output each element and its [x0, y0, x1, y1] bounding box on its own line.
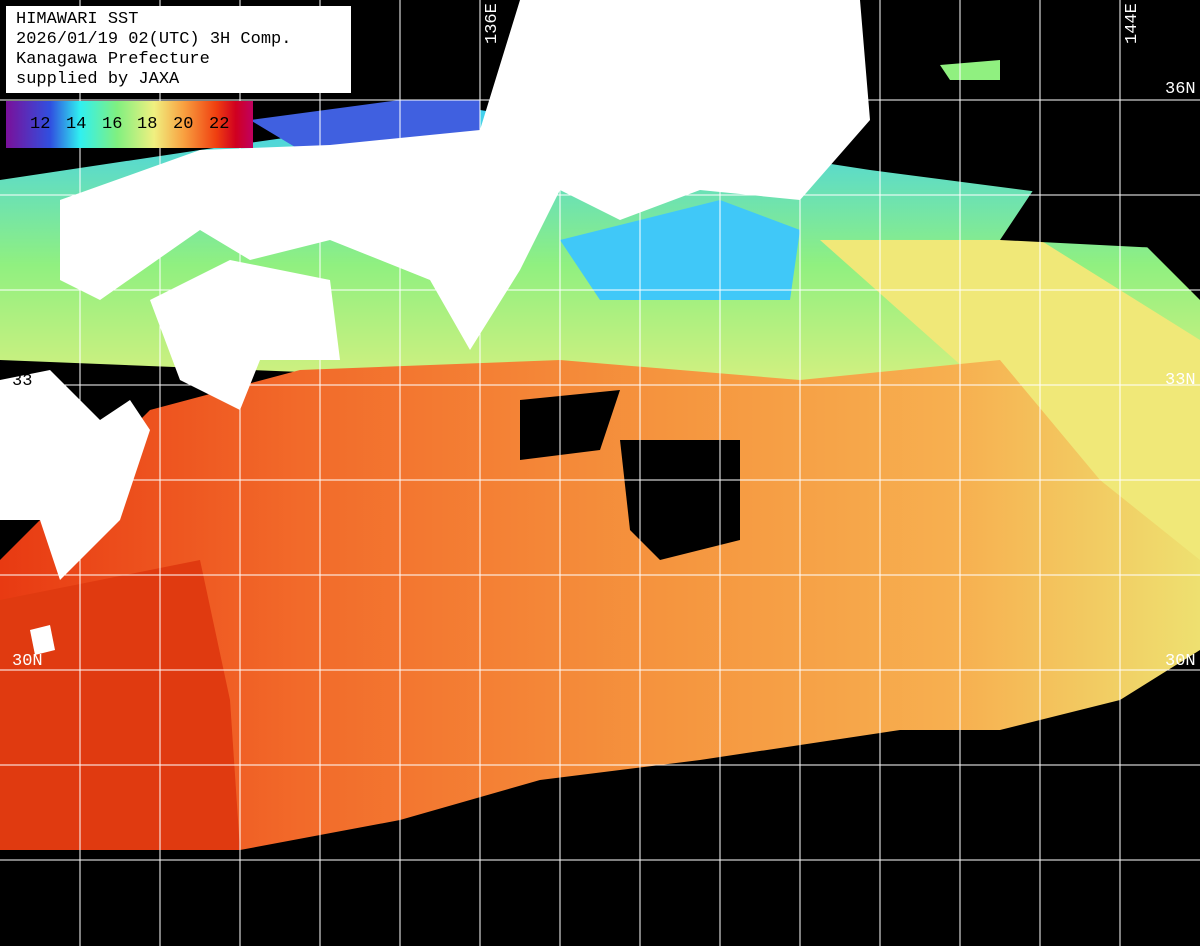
- colorbar-legend: 12 14 16 18 20 22: [6, 101, 253, 148]
- title-line-4: supplied by JAXA: [16, 70, 180, 89]
- land-honshu: [60, 0, 870, 350]
- land-shikoku: [150, 260, 340, 410]
- colorbar-label: 20: [173, 115, 194, 134]
- colorbar-label: 18: [137, 115, 158, 134]
- land: [0, 0, 870, 655]
- land-island: [30, 625, 55, 655]
- lon-label-144e: 144E: [1123, 3, 1142, 44]
- land-kyushu: [0, 370, 150, 580]
- lat-label-33-left: 33: [12, 372, 33, 391]
- title-line-3: Kanagawa Prefecture: [16, 50, 210, 69]
- title-line-1: HIMAWARI SST: [16, 10, 139, 29]
- colorbar-label: 22: [209, 115, 230, 134]
- lat-label-36n: 36N: [1165, 80, 1196, 99]
- lat-label-33n: 33N: [1165, 371, 1196, 390]
- lon-label-136e: 136E: [483, 3, 502, 44]
- colorbar-label: 12: [30, 115, 51, 134]
- colorbar-label: 14: [66, 115, 87, 134]
- title-box: HIMAWARI SST 2026/01/19 02(UTC) 3H Comp.…: [6, 6, 351, 93]
- lat-label-30n-left: 30N: [12, 652, 43, 671]
- title-line-2: 2026/01/19 02(UTC) 3H Comp.: [16, 30, 292, 49]
- colorbar-label: 16: [102, 115, 123, 134]
- lat-label-30n-right: 30N: [1165, 652, 1196, 671]
